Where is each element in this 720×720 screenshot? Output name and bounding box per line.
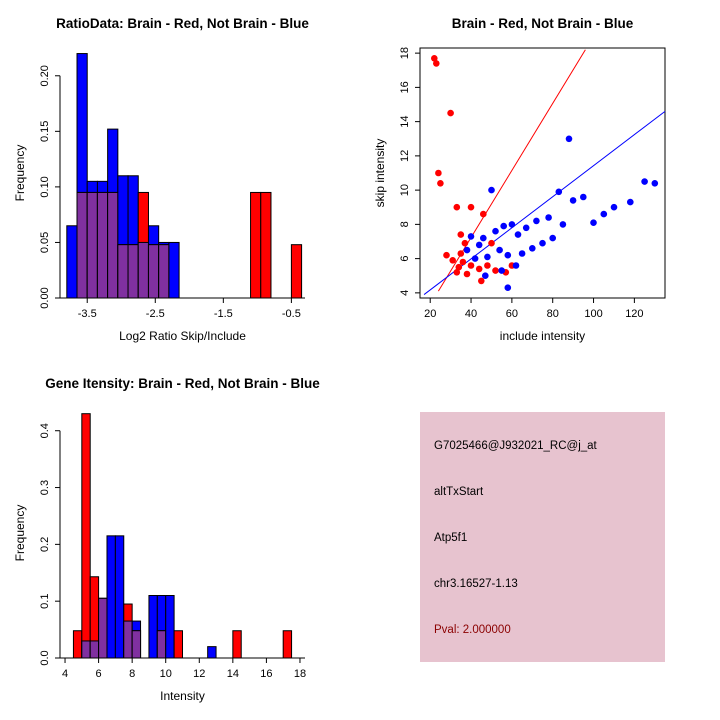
svg-text:0.20: 0.20 [39, 65, 51, 86]
gene-info-box: G7025466@J932021_RC@j_at altTxStart Atp5… [420, 412, 665, 662]
svg-text:12: 12 [193, 668, 205, 680]
svg-text:0.4: 0.4 [39, 423, 51, 438]
svg-text:skip intensity: skip intensity [373, 139, 387, 208]
svg-text:-0.5: -0.5 [282, 308, 301, 320]
panel-ratio-histogram: RatioData: Brain - Red, Not Brain - Blue… [0, 0, 360, 360]
panel-gene-intensity-histogram: Gene Itensity: Brain - Red, Not Brain - … [0, 360, 360, 720]
svg-text:14: 14 [399, 116, 411, 128]
svg-text:0.00: 0.00 [39, 287, 51, 308]
svg-text:18: 18 [399, 47, 411, 59]
info-line-pval: Pval: 2.000000 [434, 624, 511, 636]
svg-text:-3.5: -3.5 [78, 308, 97, 320]
svg-text:10: 10 [399, 184, 411, 196]
info-line-gene-name: Atp5f1 [434, 532, 468, 544]
svg-text:include intensity: include intensity [500, 329, 585, 343]
intensity-scatter-chart: Brain - Red, Not Brain - Blue 20 40 60 80 100… [373, 16, 666, 343]
svg-text:Frequency: Frequency [13, 505, 27, 562]
gene-intensity-histogram-chart: Gene Itensity: Brain - Red, Not Brain - … [13, 376, 320, 703]
svg-text:0.0: 0.0 [39, 650, 51, 665]
svg-text:12: 12 [399, 150, 411, 162]
svg-text:Frequency: Frequency [13, 145, 27, 202]
svg-text:20: 20 [424, 308, 436, 320]
svg-text:0.05: 0.05 [39, 232, 51, 253]
svg-text:8: 8 [399, 221, 411, 227]
svg-text:120: 120 [625, 308, 643, 320]
svg-text:0.3: 0.3 [39, 480, 51, 495]
svg-text:60: 60 [506, 308, 518, 320]
svg-text:6: 6 [399, 256, 411, 262]
svg-text:0.10: 0.10 [39, 176, 51, 197]
svg-text:16: 16 [260, 668, 272, 680]
svg-text:10: 10 [160, 668, 172, 680]
ratio-histogram-chart: RatioData: Brain - Red, Not Brain - Blue… [13, 16, 309, 343]
svg-text:18: 18 [294, 668, 306, 680]
svg-text:100: 100 [584, 308, 602, 320]
svg-text:4: 4 [399, 290, 411, 296]
svg-text:0.1: 0.1 [39, 594, 51, 609]
svg-text:0.2: 0.2 [39, 537, 51, 552]
svg-text:Gene Itensity: Brain - Red, No: Gene Itensity: Brain - Red, Not Brain - … [45, 376, 320, 391]
svg-text:0.15: 0.15 [39, 121, 51, 142]
info-line-event-type: altTxStart [434, 486, 484, 498]
svg-text:40: 40 [465, 308, 477, 320]
svg-text:-2.5: -2.5 [146, 308, 165, 320]
svg-text:Brain - Red, Not Brain - Blue: Brain - Red, Not Brain - Blue [452, 16, 634, 31]
info-line-probe: G7025466@J932021_RC@j_at [434, 440, 597, 452]
svg-text:6: 6 [96, 668, 102, 680]
panel-intensity-scatter: Brain - Red, Not Brain - Blue 20 40 60 80 100… [360, 0, 720, 360]
svg-text:RatioData: Brain - Red, Not Br: RatioData: Brain - Red, Not Brain - Blue [56, 16, 309, 31]
svg-text:80: 80 [547, 308, 559, 320]
panel-gene-info: G7025466@J932021_RC@j_at altTxStart Atp5… [360, 360, 720, 720]
svg-text:8: 8 [129, 668, 135, 680]
info-line-locus: chr3.16527-1.13 [434, 578, 518, 590]
svg-text:Intensity: Intensity [160, 689, 205, 703]
svg-text:-1.5: -1.5 [214, 308, 233, 320]
svg-text:16: 16 [399, 81, 411, 93]
svg-text:Log2 Ratio Skip/Include: Log2 Ratio Skip/Include [119, 329, 246, 343]
svg-text:14: 14 [227, 668, 239, 680]
svg-text:4: 4 [62, 668, 68, 680]
